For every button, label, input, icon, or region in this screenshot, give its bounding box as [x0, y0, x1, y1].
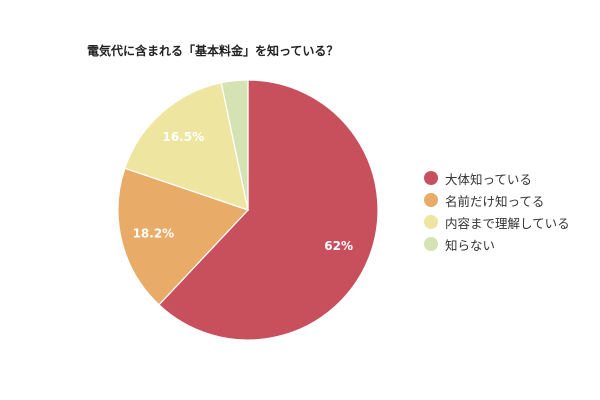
legend-item-1: 名前だけ知ってる	[424, 189, 570, 211]
pie-slice-0	[158, 79, 379, 341]
chart-legend: 大体知っている 名前だけ知ってる内容まで理解している 知らない	[424, 167, 570, 255]
legend-swatch	[424, 193, 438, 207]
legend-label: 大体知っている	[445, 171, 532, 187]
chart-title: 電気代に含まれる「基本料金」を知っている？	[87, 44, 339, 58]
legend-swatch	[424, 215, 438, 229]
slice-label-0: 62%	[324, 239, 353, 253]
pie-slice-2	[124, 82, 249, 211]
slice-label-2: 16.5%	[162, 130, 204, 144]
legend-label: 名前だけ知ってる	[445, 193, 545, 209]
legend-swatch	[424, 171, 438, 185]
legend-label: 内容まで理解している	[445, 215, 570, 231]
legend-swatch	[424, 237, 438, 251]
slice-label-1: 18.2%	[133, 227, 175, 241]
legend-item-0: 大体知っている	[424, 167, 570, 189]
legend-item-3: 知らない	[424, 233, 570, 255]
legend-label: 知らない	[445, 237, 496, 253]
legend-item-2: 内容まで理解している	[424, 211, 570, 233]
pie-slice-3	[220, 79, 249, 211]
pie-slice-1	[117, 167, 250, 306]
